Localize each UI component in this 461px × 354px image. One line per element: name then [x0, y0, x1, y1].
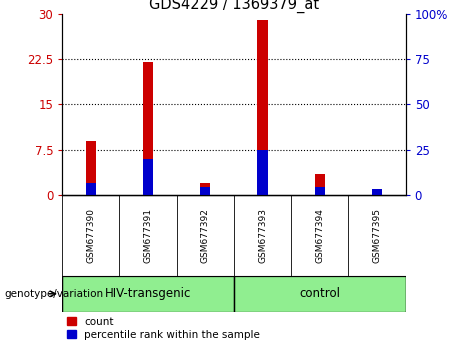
Bar	[86, 183, 96, 195]
Bar	[257, 149, 268, 195]
Text: genotype/variation: genotype/variation	[5, 289, 104, 299]
Bar	[86, 141, 96, 195]
Bar	[200, 183, 211, 195]
Bar	[257, 20, 268, 195]
Text: HIV-transgenic: HIV-transgenic	[105, 287, 191, 300]
Bar	[234, 276, 406, 312]
Text: control: control	[299, 287, 340, 300]
Title: GDS4229 / 1369379_at: GDS4229 / 1369379_at	[149, 0, 319, 13]
Text: GSM677394: GSM677394	[315, 208, 325, 263]
Text: GSM677395: GSM677395	[372, 208, 382, 263]
Bar	[315, 174, 325, 195]
Bar	[143, 62, 153, 195]
Legend: count, percentile rank within the sample: count, percentile rank within the sample	[67, 317, 260, 340]
Bar	[62, 276, 234, 312]
Text: GSM677392: GSM677392	[201, 208, 210, 263]
Bar	[143, 159, 153, 195]
Text: GSM677393: GSM677393	[258, 208, 267, 263]
Text: GSM677391: GSM677391	[143, 208, 153, 263]
Bar	[315, 188, 325, 195]
Bar	[372, 189, 382, 195]
Bar	[372, 189, 382, 195]
Bar	[200, 188, 211, 195]
Text: GSM677390: GSM677390	[86, 208, 95, 263]
